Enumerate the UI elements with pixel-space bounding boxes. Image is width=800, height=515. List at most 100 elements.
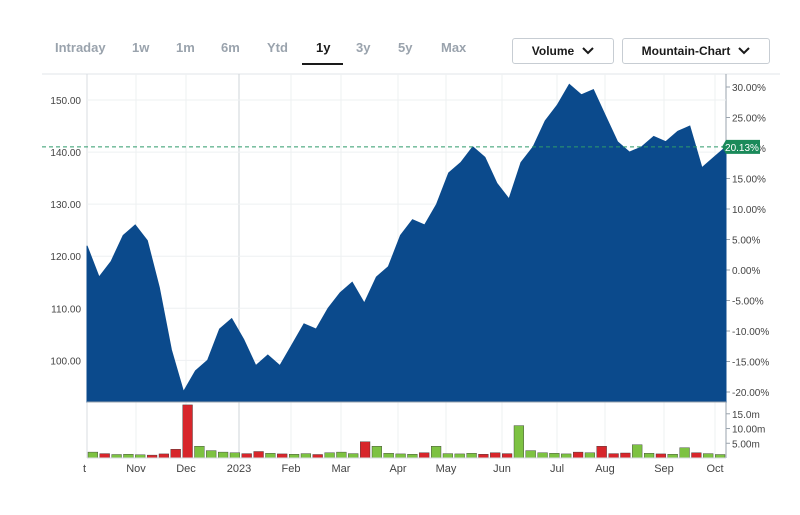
percent-tick-label: 5.00%	[732, 236, 760, 247]
volume-bar	[715, 454, 726, 459]
volume-bar	[549, 453, 560, 459]
volume-bar	[383, 453, 394, 459]
percent-tick-label: -20.00%	[732, 388, 769, 399]
price-tick-label: 150.00	[50, 96, 81, 107]
volume-bar	[537, 452, 548, 459]
volume-bar	[99, 453, 110, 459]
volume-bar	[632, 444, 643, 459]
volume-bar	[371, 446, 383, 459]
volume-bar	[348, 453, 359, 459]
volume-bar	[123, 454, 134, 459]
volume-bar	[241, 453, 252, 459]
volume-bar	[277, 453, 288, 459]
range-tab-1y[interactable]: 1y	[316, 40, 331, 55]
price-area	[86, 83, 727, 403]
x-tick-label: 2023	[227, 463, 251, 475]
volume-bar	[667, 454, 678, 459]
x-tick-label: May	[436, 463, 457, 475]
x-tick-label: Nov	[126, 463, 146, 475]
range-tab-5y[interactable]: 5y	[398, 40, 413, 55]
volume-bar	[596, 446, 607, 459]
volume-bar	[407, 454, 418, 459]
volume-bar	[478, 454, 489, 459]
range-tab-ytd[interactable]: Ytd	[267, 40, 288, 55]
volume-tick-label: 10.00m	[732, 425, 765, 436]
volume-bar	[158, 453, 170, 459]
volume-bar	[170, 449, 181, 459]
volume-bar	[655, 453, 667, 459]
volume-bar	[620, 452, 631, 459]
x-tick-label: Feb	[282, 463, 301, 475]
x-tick-label: Jul	[550, 463, 564, 475]
chart-type-dropdown[interactable]: Mountain-Chart	[622, 38, 770, 64]
volume-tick-label: 15.0m	[732, 410, 760, 421]
volume-bar	[608, 453, 619, 459]
volume-bar	[679, 447, 690, 459]
percent-tick-label: 25.00%	[732, 114, 766, 125]
volume-bar	[561, 453, 572, 459]
percent-tick-label: 0.00%	[732, 266, 760, 277]
price-tick-label: 140.00	[50, 148, 81, 159]
volume-bar	[229, 452, 241, 459]
volume-bar	[265, 453, 276, 459]
volume-bar	[87, 451, 99, 459]
percent-tick-label: -10.00%	[732, 327, 769, 338]
volume-bar	[454, 453, 465, 459]
volume-bar	[324, 452, 335, 459]
percent-tick-label: -15.00%	[732, 358, 769, 369]
volume-bar	[182, 404, 193, 459]
x-tick-label: Sep	[654, 463, 674, 475]
x-tick-label: t	[83, 463, 86, 475]
chevron-down-icon	[738, 47, 751, 55]
percent-tick-label: 15.00%	[732, 175, 766, 186]
x-tick-label: Apr	[389, 463, 406, 475]
volume-bar	[502, 453, 513, 459]
volume-bar	[525, 450, 536, 459]
volume-bar	[253, 451, 264, 459]
price-tick-label: 120.00	[50, 252, 81, 263]
volume-dropdown-label: Volume	[531, 44, 575, 58]
current-change-badge	[722, 139, 760, 154]
volume-bar	[111, 454, 122, 459]
volume-bar	[206, 450, 217, 459]
volume-bar	[360, 441, 371, 459]
volume-bar	[419, 452, 430, 459]
volume-bar	[431, 446, 442, 459]
volume-bar	[217, 451, 229, 459]
volume-bar	[300, 453, 312, 459]
x-tick-label: Dec	[176, 463, 196, 475]
chevron-down-icon	[582, 47, 594, 55]
x-tick-label: Oct	[706, 463, 723, 475]
x-tick-label: Mar	[332, 463, 351, 475]
chart-type-dropdown-label: Mountain-Chart	[641, 44, 731, 58]
price-tick-label: 130.00	[50, 200, 81, 211]
volume-bar	[703, 453, 714, 459]
range-tab-1m[interactable]: 1m	[176, 40, 195, 55]
volume-bar	[442, 453, 454, 459]
volume-bar	[289, 454, 300, 459]
x-tick-label: Jun	[493, 463, 511, 475]
range-tab-3y[interactable]: 3y	[356, 40, 371, 55]
percent-tick-label: 30.00%	[732, 83, 766, 94]
volume-bar	[395, 453, 406, 459]
current-change-value: 20.13%	[725, 143, 759, 154]
volume-bar	[336, 451, 347, 459]
range-tab-intraday[interactable]: Intraday	[55, 40, 106, 55]
active-tab-underline	[302, 63, 343, 65]
percent-tick-label: 10.00%	[732, 205, 766, 216]
volume-tick-label: 5.00m	[732, 439, 760, 450]
range-tab-1w[interactable]: 1w	[132, 40, 150, 55]
volume-dropdown[interactable]: Volume	[512, 38, 614, 64]
volume-bar	[691, 452, 702, 459]
price-tick-label: 110.00	[51, 304, 81, 315]
volume-bar	[312, 454, 323, 459]
range-tab-6m[interactable]: 6m	[221, 40, 240, 55]
volume-bar	[513, 425, 525, 459]
volume-bar	[466, 453, 477, 459]
volume-bar	[490, 452, 501, 459]
price-tick-label: 100.00	[50, 356, 81, 367]
range-tab-max[interactable]: Max	[441, 40, 467, 55]
volume-bar	[194, 446, 205, 459]
x-tick-label: Aug	[595, 463, 615, 475]
